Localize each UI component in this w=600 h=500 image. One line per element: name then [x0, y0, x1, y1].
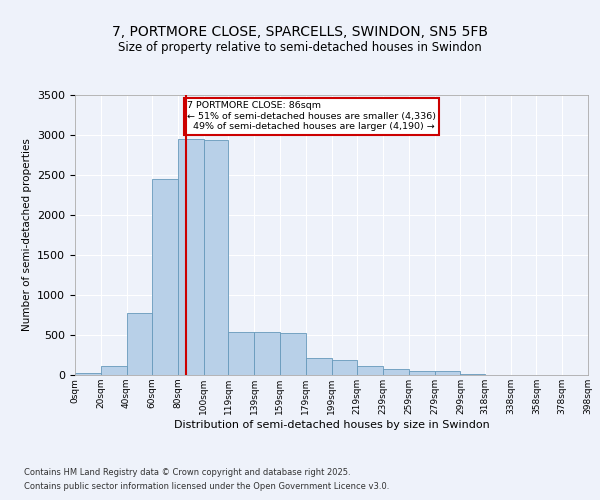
- X-axis label: Distribution of semi-detached houses by size in Swindon: Distribution of semi-detached houses by …: [173, 420, 490, 430]
- Bar: [152, 179, 178, 375]
- Text: Size of property relative to semi-detached houses in Swindon: Size of property relative to semi-detach…: [118, 40, 482, 54]
- Bar: [204, 140, 229, 375]
- Bar: [101, 366, 127, 375]
- Bar: [357, 366, 383, 375]
- Bar: [178, 139, 204, 375]
- Text: 7 PORTMORE CLOSE: 86sqm
← 51% of semi-detached houses are smaller (4,336)
  49% : 7 PORTMORE CLOSE: 86sqm ← 51% of semi-de…: [187, 102, 436, 131]
- Bar: [280, 332, 306, 375]
- Bar: [409, 370, 434, 375]
- Bar: [254, 332, 280, 375]
- Text: Contains public sector information licensed under the Open Government Licence v3: Contains public sector information licen…: [24, 482, 389, 491]
- Bar: [306, 358, 331, 375]
- Text: 7, PORTMORE CLOSE, SPARCELLS, SWINDON, SN5 5FB: 7, PORTMORE CLOSE, SPARCELLS, SWINDON, S…: [112, 26, 488, 40]
- Bar: [229, 332, 254, 375]
- Bar: [75, 373, 101, 375]
- Bar: [434, 372, 460, 375]
- Bar: [127, 314, 152, 375]
- Bar: [460, 374, 485, 375]
- Y-axis label: Number of semi-detached properties: Number of semi-detached properties: [22, 138, 32, 332]
- Text: Contains HM Land Registry data © Crown copyright and database right 2025.: Contains HM Land Registry data © Crown c…: [24, 468, 350, 477]
- Bar: [331, 360, 357, 375]
- Bar: [383, 368, 409, 375]
